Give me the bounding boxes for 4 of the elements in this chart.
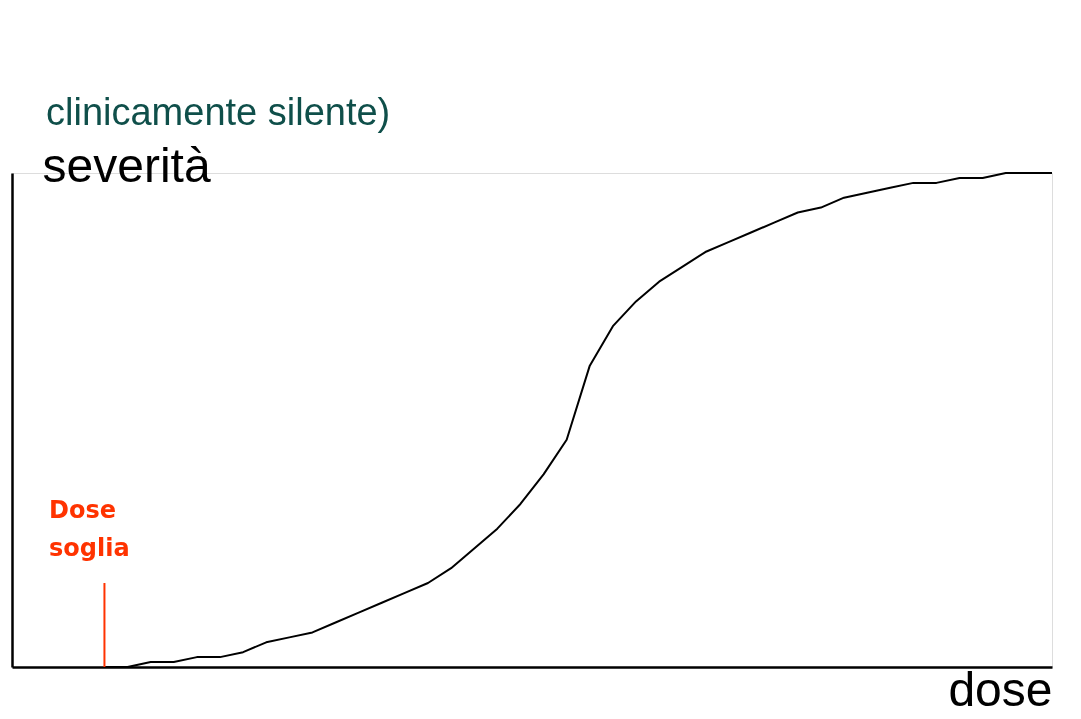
- annotation: Dose soglia: [48, 496, 130, 563]
- text: clinicamente silente): [46, 91, 391, 133]
- y-axis-title: severità: [42, 138, 211, 192]
- x-axis-title: dose: [948, 662, 1053, 716]
